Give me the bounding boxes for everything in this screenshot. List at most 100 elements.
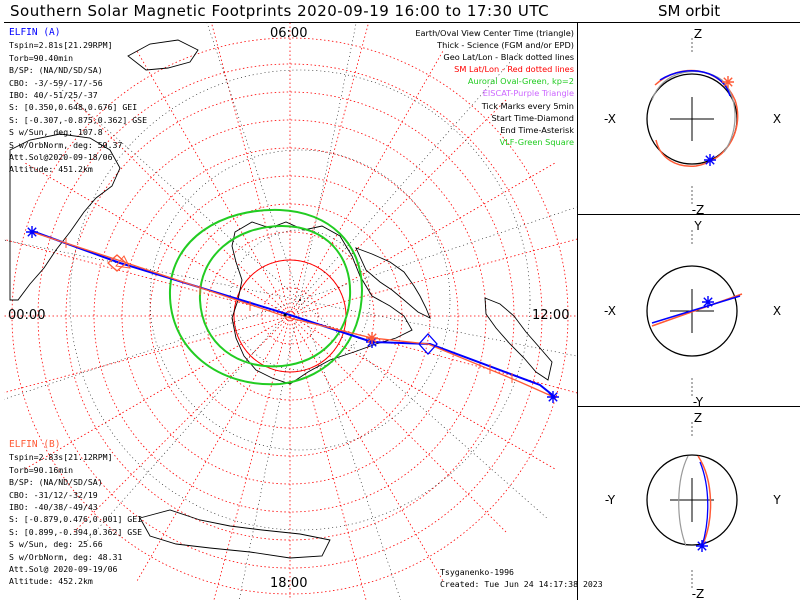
legend-entry: Geo Lat/Lon - Black dotted lines — [443, 52, 574, 63]
geo-longitude-line — [4, 299, 301, 400]
elfin-a-header: ELFIN (A) — [9, 27, 61, 38]
plot-title: Southern Solar Magnetic Footprints 2020-… — [10, 2, 550, 20]
elfin-a-orbit-panel-1 — [659, 70, 731, 97]
map-frame-top — [4, 22, 800, 23]
elfin-a-info-line: Torb=90.40min — [9, 52, 74, 63]
sm-latitude-circle — [11, 37, 569, 595]
geo-latitude-circle — [229, 229, 371, 371]
elfin-a-orbit-panel-3 — [699, 461, 709, 547]
sm-longitude-line — [289, 238, 577, 317]
orbit-divider-2 — [577, 406, 800, 407]
mlt-label-top: 06:00 — [270, 26, 308, 41]
elfin-a-info-line: CBO: -3/-59/-17/-56 — [9, 77, 103, 88]
orbit-axis-label-top: Z — [694, 27, 702, 41]
elfin-a-end-asterisk — [547, 391, 559, 403]
elfin-b-info-line: S w/OrbNorm, deg: 48.31 — [9, 551, 123, 562]
elfin-b-info: ELFIN (B) Tspin=2.83s[21.12RPM] Torb=90.1… — [9, 439, 142, 588]
legend-entry: Start Time-Diamond — [491, 112, 574, 123]
geo-latitude-circle — [69, 69, 531, 531]
mlt-label-bottom: 18:00 — [270, 576, 308, 591]
orbit-end-asterisk — [704, 154, 716, 166]
legend-entry: Tick Marks every 5min — [481, 100, 574, 111]
coastline — [231, 221, 413, 385]
legend-entry: End Time-Asterisk — [500, 124, 574, 135]
elfin-a-info-line: S w/Sun, deg: 107.8 — [9, 127, 103, 138]
elfin-b-info-line: CBO: -31/12/-32/19 — [9, 489, 98, 500]
sm-longitude-line — [289, 315, 556, 470]
orbit-panel-title: SM orbit — [658, 2, 721, 20]
coastline — [127, 39, 199, 71]
orbit-axis-label-left: -X — [604, 112, 616, 126]
elfin-b-info-line: Torb=90.16min — [9, 464, 74, 475]
orbit-axis-label-right: Y — [772, 493, 781, 507]
sm-longitude-line — [4, 315, 291, 394]
elfin-a-info: ELFIN (A) Tspin=2.81s[21.29RPM] Torb=90.4… — [9, 27, 147, 176]
sm-longitude-line — [73, 315, 291, 533]
sm-longitude-line — [289, 315, 444, 582]
geo-longitude-line — [206, 23, 301, 301]
view-center-triangle — [115, 255, 131, 269]
elfin-a-info-line: Altitude: 451.2km — [9, 164, 93, 175]
elfin-a-orbit-panel-2 — [651, 295, 741, 324]
sm-longitude-line — [289, 50, 444, 317]
coastline — [484, 297, 553, 381]
elfin-b-info-line: Tspin=2.83s[21.12RPM] — [9, 452, 113, 463]
orbit-divider-1 — [577, 214, 800, 215]
orbit-end-asterisk — [722, 76, 734, 88]
elfin-b-orbit-panel-3 — [697, 455, 712, 547]
orbit-axis-label-bottom: -Z — [692, 587, 705, 600]
legend-entry: Auroral Oval-Green, kp=2 — [467, 76, 574, 87]
geo-longitude-line — [299, 52, 519, 301]
orbit-axis-label-bottom: -Z — [692, 203, 705, 217]
elfin-a-info-line: S: [-0.307,-0.875,0.362] GSE — [9, 114, 148, 125]
legend-entry: SM Lat/Lon - Red dotted lines — [454, 64, 574, 75]
orbit-axis-label-top: Y — [693, 219, 702, 233]
elfin-a-info-line: B/SP: (NA/ND/SD/SA) — [9, 65, 103, 76]
sm-longitude-line — [136, 50, 291, 317]
elfin-a-info-line: S w/OrbNorm, deg: 59.37 — [9, 139, 123, 150]
elfin-b-info-line: IBO: -40/38/-49/43 — [9, 502, 98, 513]
orbit-axis-label-right: X — [773, 112, 781, 126]
sm-longitude-line — [289, 23, 369, 317]
coastline — [139, 509, 331, 559]
orbit-axis-label-bottom: -Y — [693, 395, 704, 409]
geo-latitude-circle — [149, 149, 451, 451]
geo-longitude-line — [299, 206, 577, 301]
model-name: Tsyganenko-1996 — [440, 567, 514, 577]
elfin-a-orbit-gray-3 — [678, 455, 689, 547]
orbit-end-asterisk — [696, 540, 708, 552]
auroral-oval-outer — [168, 208, 364, 386]
orbit-earth-circle — [646, 265, 738, 357]
map-legend: Earth/Oval View Center Time (triangle) Th… — [415, 27, 574, 148]
vertical-divider — [577, 22, 578, 600]
geo-longitude-line — [299, 299, 401, 600]
sm-longitude-line — [289, 162, 556, 317]
created-timestamp: Created: Tue Jun 24 14:17:38 2023 — [440, 579, 603, 590]
orbit-end-asterisk — [702, 296, 714, 308]
orbit-axis-label-right: X — [773, 304, 781, 318]
orbit-axis-label-left: -X — [604, 304, 616, 318]
sm-longitude-line — [24, 162, 291, 317]
elfin-b-info-line: Altitude: 452.2km — [9, 576, 93, 587]
elfin-b-end-asterisk — [366, 332, 378, 344]
legend-entry: VLF-Green Square — [499, 136, 574, 147]
mlt-label-left: 00:00 — [8, 308, 46, 323]
legend-entry: Thick - Science (FGM and/or EPD) — [437, 40, 574, 51]
sm-longitude-line — [136, 315, 291, 582]
elfin-a-start-diamond — [418, 333, 438, 355]
elfin-b-info-line: S: [0.899,-0.394,0.362] GSE — [9, 526, 143, 537]
pole-marker — [283, 313, 287, 317]
elfin-b-info-line: S: [-0.879,0.476,0.001] GEI — [9, 514, 143, 525]
sm-longitude-line — [24, 315, 291, 470]
orbit-earth-circle — [646, 454, 738, 546]
sm-longitude-line — [211, 23, 291, 317]
credit-block: Tsyganenko-1996 Created: Tue Jun 24 14:1… — [440, 566, 603, 591]
sm-longitude-line — [289, 315, 577, 394]
mlt-label-right: 12:00 — [532, 308, 570, 323]
coastline — [355, 247, 431, 319]
sm-longitude-line — [289, 315, 507, 533]
elfin-b-info-line: B/SP: (NA/ND/SD/SA) — [9, 477, 103, 488]
elfin-a-info-line: Tspin=2.81s[21.29RPM] — [9, 40, 113, 51]
geo-longitude-line — [299, 299, 548, 519]
